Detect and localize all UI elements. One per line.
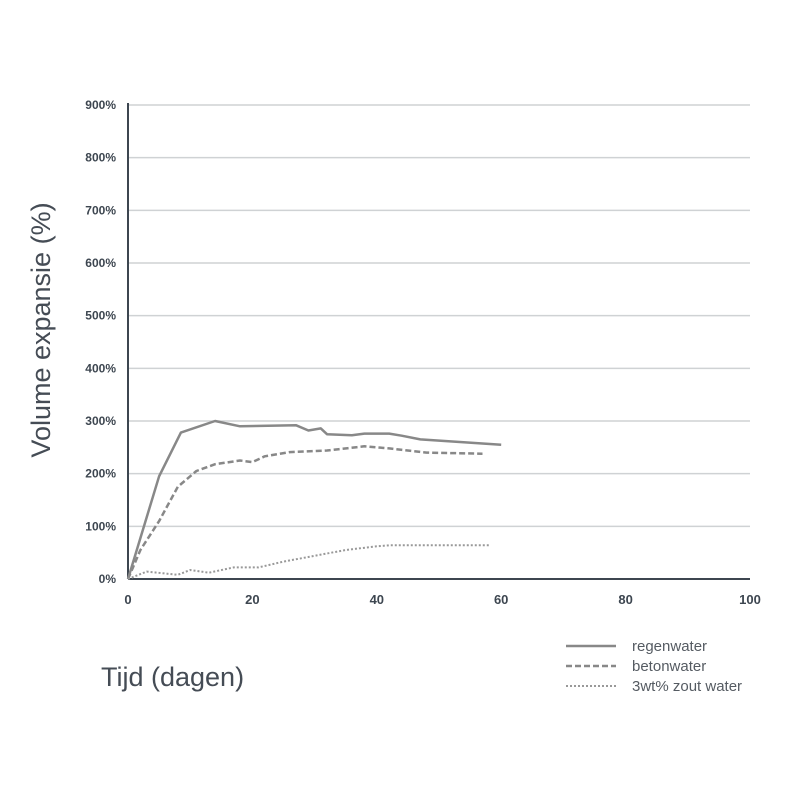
legend-label: 3wt% zout water [632, 678, 742, 695]
x-tick-label: 20 [245, 592, 259, 607]
y-axis-label: Volume expansie (%) [26, 202, 56, 457]
y-tick-label: 400% [85, 361, 116, 375]
y-tick-label: 200% [85, 467, 116, 481]
gridlines [128, 104, 750, 528]
series-line-3wt-zout-water [127, 544, 489, 580]
y-tick-label: 500% [85, 309, 116, 323]
legend-label: regenwater [632, 638, 707, 655]
x-axis-label: Tijd (dagen) [101, 662, 244, 692]
x-tick-label: 40 [370, 592, 384, 607]
series-lines [126, 419, 502, 580]
series-line-regenwater [126, 419, 502, 580]
x-tick-label: 60 [494, 592, 508, 607]
x-tick-label: 0 [124, 592, 131, 607]
series-line-betonwater [126, 445, 483, 580]
x-tick-label: 80 [618, 592, 632, 607]
y-tick-label: 600% [85, 256, 116, 270]
legend-label: betonwater [632, 658, 706, 675]
x-tick-labels: 0 20 40 60 80 100 [124, 592, 760, 607]
y-tick-label: 100% [85, 519, 116, 533]
y-tick-label: 300% [85, 414, 116, 428]
y-tick-labels: 0% 100% 200% 300% 400% 500% 600% 700% 800% 900% [85, 98, 116, 586]
x-tick-label: 100 [739, 592, 761, 607]
axes [127, 103, 750, 580]
y-tick-label: 800% [85, 151, 116, 165]
y-tick-label: 700% [85, 203, 116, 217]
legend: regenwater betonwater 3wt% zout water [566, 638, 742, 695]
y-tick-label: 900% [85, 98, 116, 112]
y-tick-label: 0% [99, 572, 117, 586]
